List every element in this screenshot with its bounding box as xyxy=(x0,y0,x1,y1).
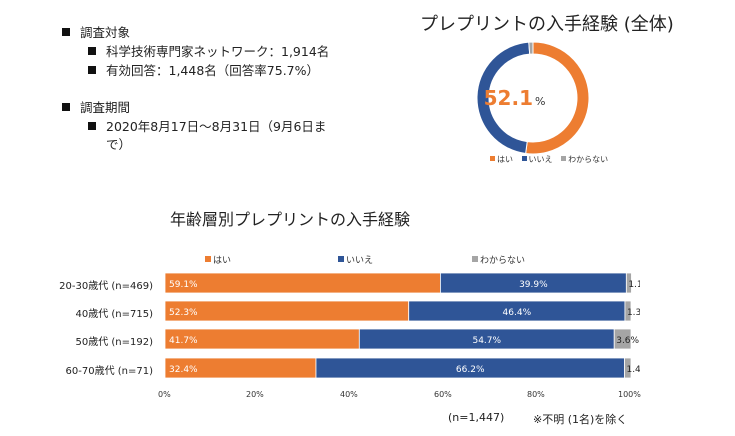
stacked-bar-chart: 59.1% 39.9% 1.1% 52.3% 46.4% 1.3% 41.7% 54.7% 3.… xyxy=(164,272,640,379)
bar-segment-unknown xyxy=(613,328,632,350)
bar-legend-item: いいえ xyxy=(338,253,373,266)
bar-segment-unknown xyxy=(624,300,632,322)
donut-title: プレプリントの入手経験 (全体) xyxy=(420,14,674,35)
legend-swatch-unknown xyxy=(561,156,567,161)
x-tick: 100% xyxy=(618,390,641,399)
legend-swatch-unknown xyxy=(472,256,478,262)
bar-label-yes: 32.4% xyxy=(169,365,198,375)
bullet-square-icon xyxy=(88,47,96,55)
donut-chart: 52.1 % xyxy=(476,41,590,155)
donut-legend-item: わからない xyxy=(561,155,608,164)
survey-period-line: 2020年8月17日～8月31日（9月6日ま xyxy=(88,118,326,136)
donut-legend-item: はい xyxy=(490,155,513,164)
bar-row-label: 40歳代 (n=715) xyxy=(75,309,153,320)
x-tick: 40% xyxy=(340,390,358,399)
x-tick: 60% xyxy=(434,390,452,399)
bar-segment-unknown xyxy=(625,272,632,294)
bar-row-label: 20-30歳代 (n=469) xyxy=(59,281,153,292)
bar-label-unknown: 1.3% xyxy=(627,308,640,318)
exclusion-note: ※不明 (1名)を除く xyxy=(533,413,628,426)
bar-label-yes: 41.7% xyxy=(169,336,198,346)
x-tick: 80% xyxy=(527,390,545,399)
bar-label-no: 66.2% xyxy=(456,365,485,375)
x-tick: 0% xyxy=(158,390,171,399)
survey-target-item: 有効回答：1,448名（回答率75.7%） xyxy=(88,62,319,80)
donut-legend-item: いいえ xyxy=(521,155,553,164)
donut-center-unit: % xyxy=(535,95,545,108)
bar-label-no: 54.7% xyxy=(472,336,501,346)
legend-swatch-yes xyxy=(205,256,211,262)
survey-target-heading: 調査対象 xyxy=(62,24,130,42)
survey-target-item: 科学技術専門家ネットワーク：1,914名 xyxy=(88,43,329,61)
bar-label-unknown: 1.4% xyxy=(626,365,640,375)
bar-segment-yes xyxy=(164,300,410,322)
bar-label-no: 39.9% xyxy=(519,280,548,290)
bar-label-yes: 52.3% xyxy=(169,308,198,318)
legend-swatch-yes xyxy=(490,156,495,161)
bar-segment-unknown xyxy=(624,357,632,379)
bar-segment-yes xyxy=(164,272,441,294)
bar-chart-title: 年齢層別プレプリントの入手経験 xyxy=(170,210,411,229)
donut-legend: はい いいえ わからない xyxy=(490,154,608,165)
x-tick: 20% xyxy=(246,390,264,399)
bullet-square-icon xyxy=(62,28,70,36)
donut-center-value: 52.1 xyxy=(484,86,533,110)
survey-period-heading: 調査期間 xyxy=(62,99,130,117)
survey-period-line-continued: で） xyxy=(106,137,132,152)
sample-size-note: (n=1,447) xyxy=(448,411,505,424)
bar-row-label: 50歳代 (n=192) xyxy=(75,337,153,348)
bar-legend-item: わからない xyxy=(472,253,525,266)
bar-label-yes: 59.1% xyxy=(169,280,198,290)
bullet-square-icon xyxy=(62,103,70,111)
bar-label-unknown: 1.1% xyxy=(628,280,640,290)
legend-swatch-no xyxy=(521,156,527,161)
bar-legend-item: はい xyxy=(205,253,231,266)
bar-row-label: 60-70歳代 (n=71) xyxy=(65,366,153,377)
bullet-square-icon xyxy=(88,66,96,74)
bullet-square-icon xyxy=(88,122,96,130)
bar-label-no: 46.4% xyxy=(503,308,532,318)
legend-swatch-no xyxy=(338,256,344,262)
donut-slice-unknown xyxy=(528,41,534,55)
bar-label-unknown: 3.6% xyxy=(616,336,639,346)
